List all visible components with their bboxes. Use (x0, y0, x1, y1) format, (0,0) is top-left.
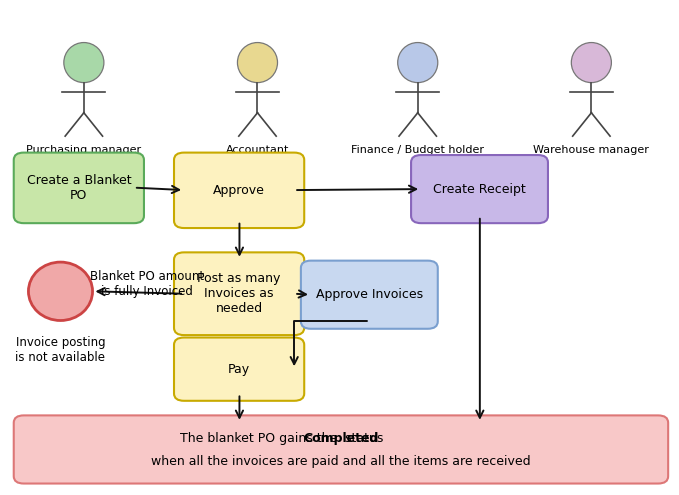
Text: Pay: Pay (228, 363, 250, 376)
Ellipse shape (571, 43, 611, 83)
FancyBboxPatch shape (174, 152, 304, 228)
FancyBboxPatch shape (14, 152, 144, 223)
Text: Invoice posting
is not available: Invoice posting is not available (16, 336, 105, 364)
Text: Purchasing manager: Purchasing manager (26, 146, 141, 155)
Text: Post as many
Invoices as
needed: Post as many Invoices as needed (198, 272, 281, 315)
Ellipse shape (398, 43, 438, 83)
Text: Approve Invoices: Approve Invoices (316, 288, 423, 301)
Text: Finance / Budget holder: Finance / Budget holder (351, 146, 484, 155)
Text: Approve: Approve (213, 184, 265, 197)
Text: Create a Blanket
PO: Create a Blanket PO (26, 174, 131, 202)
FancyBboxPatch shape (174, 252, 304, 335)
Text: when all the invoices are paid and all the items are received: when all the invoices are paid and all t… (151, 455, 531, 468)
Text: status: status (341, 432, 384, 446)
Text: The blanket PO gains the: The blanket PO gains the (180, 432, 341, 446)
Text: Accountant: Accountant (226, 146, 289, 155)
Ellipse shape (238, 43, 278, 83)
Ellipse shape (29, 262, 92, 320)
FancyBboxPatch shape (411, 155, 548, 223)
Text: Blanket PO amount
is fully Invoiced: Blanket PO amount is fully Invoiced (90, 270, 204, 298)
FancyBboxPatch shape (301, 261, 438, 329)
Text: Warehouse manager: Warehouse manager (534, 146, 649, 155)
Ellipse shape (64, 43, 104, 83)
Text: Completed: Completed (304, 432, 379, 446)
Text: Create Receipt: Create Receipt (433, 183, 526, 196)
FancyBboxPatch shape (174, 338, 304, 401)
FancyBboxPatch shape (14, 415, 668, 484)
